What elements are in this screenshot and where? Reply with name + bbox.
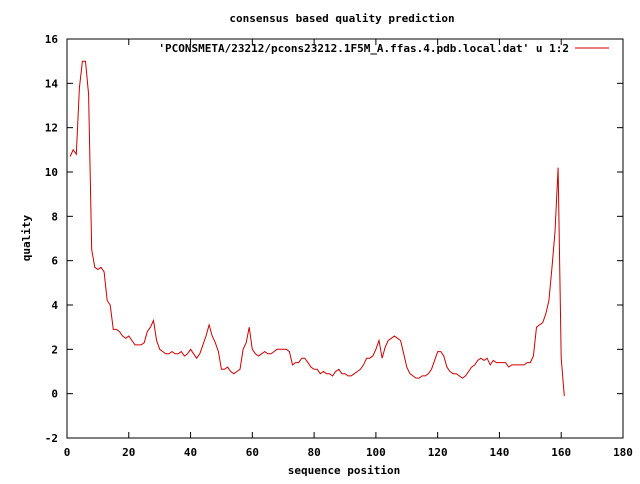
- series-line-0: [69, 60, 565, 396]
- y-tick-label-8: 14: [45, 77, 59, 90]
- y-tick-label-1: 0: [51, 388, 58, 401]
- y-tick-label-3: 4: [51, 299, 58, 312]
- y-axis-label: quality: [20, 214, 33, 261]
- y-tick-label-9: 16: [45, 33, 59, 46]
- x-tick-label-8: 160: [551, 446, 571, 459]
- x-tick-label-7: 140: [490, 446, 510, 459]
- x-tick-label-2: 40: [184, 446, 197, 459]
- y-tick-label-2: 2: [51, 343, 58, 356]
- y-tick-label-5: 8: [51, 210, 58, 223]
- x-tick-label-6: 120: [428, 446, 448, 459]
- x-axis-ticks: 0 20 40 60 80 100 120 140 160 180: [64, 39, 633, 459]
- series-layer: [69, 60, 565, 396]
- x-tick-label-1: 20: [122, 446, 135, 459]
- x-axis-label: sequence position: [288, 464, 401, 477]
- x-tick-label-9: 180: [613, 446, 633, 459]
- legend: 'PCONSMETA/23212/pcons23212.1F5M_A.ffas.…: [158, 42, 609, 55]
- x-tick-label-5: 100: [366, 446, 386, 459]
- plot-frame: [66, 38, 624, 439]
- chart-title: consensus based quality prediction: [229, 12, 454, 25]
- y-tick-label-0: -2: [45, 432, 58, 445]
- x-tick-label-0: 0: [64, 446, 71, 459]
- x-tick-label-4: 80: [307, 446, 320, 459]
- x-tick-label-3: 60: [246, 446, 259, 459]
- y-tick-label-6: 10: [45, 166, 58, 179]
- y-tick-label-7: 12: [45, 122, 58, 135]
- y-tick-label-4: 6: [51, 255, 58, 268]
- y-axis-ticks: -2 0 2 4 6 8 10 12 14 16: [45, 33, 623, 445]
- legend-label: 'PCONSMETA/23212/pcons23212.1F5M_A.ffas.…: [158, 42, 569, 55]
